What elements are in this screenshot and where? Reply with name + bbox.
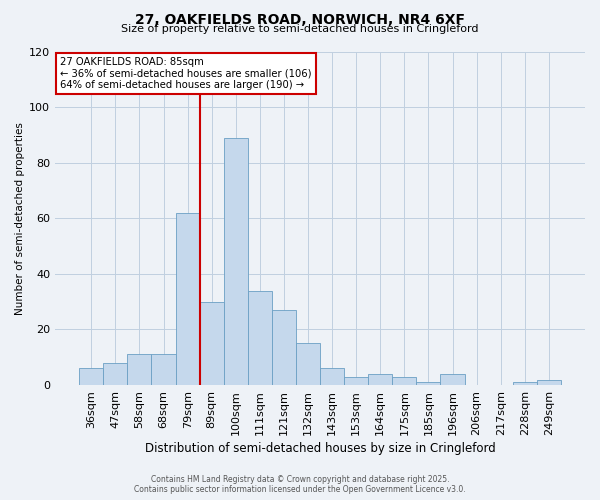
- Bar: [344, 376, 368, 385]
- Bar: [416, 382, 440, 385]
- Bar: [392, 376, 416, 385]
- Text: Size of property relative to semi-detached houses in Cringleford: Size of property relative to semi-detach…: [121, 24, 479, 34]
- Bar: [440, 374, 464, 385]
- Y-axis label: Number of semi-detached properties: Number of semi-detached properties: [15, 122, 25, 314]
- Bar: [368, 374, 392, 385]
- Bar: [296, 344, 320, 385]
- Bar: [176, 212, 200, 385]
- Bar: [127, 354, 151, 385]
- Bar: [200, 302, 224, 385]
- Text: Contains HM Land Registry data © Crown copyright and database right 2025.
Contai: Contains HM Land Registry data © Crown c…: [134, 474, 466, 494]
- Bar: [103, 363, 127, 385]
- X-axis label: Distribution of semi-detached houses by size in Cringleford: Distribution of semi-detached houses by …: [145, 442, 496, 455]
- Bar: [79, 368, 103, 385]
- Bar: [320, 368, 344, 385]
- Bar: [224, 138, 248, 385]
- Text: 27 OAKFIELDS ROAD: 85sqm
← 36% of semi-detached houses are smaller (106)
64% of : 27 OAKFIELDS ROAD: 85sqm ← 36% of semi-d…: [61, 56, 312, 90]
- Bar: [537, 380, 561, 385]
- Text: 27, OAKFIELDS ROAD, NORWICH, NR4 6XF: 27, OAKFIELDS ROAD, NORWICH, NR4 6XF: [135, 12, 465, 26]
- Bar: [272, 310, 296, 385]
- Bar: [151, 354, 176, 385]
- Bar: [248, 290, 272, 385]
- Bar: [513, 382, 537, 385]
